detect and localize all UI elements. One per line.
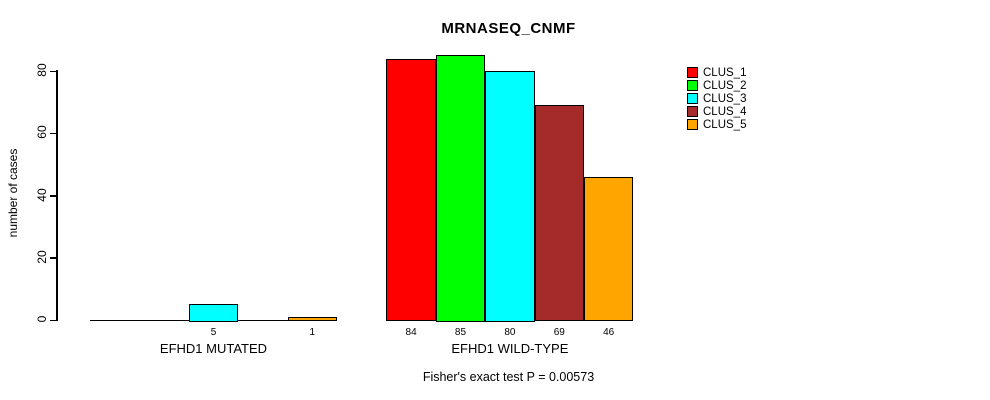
legend: CLUS_1 CLUS_2 CLUS_3 CLUS_4 CLUS_5 xyxy=(687,66,746,131)
legend-label: CLUS_4 xyxy=(703,105,747,118)
bar-clus_3 xyxy=(485,71,535,322)
y-tick-label: 60 xyxy=(35,125,49,139)
legend-swatch-clus_4 xyxy=(687,106,698,117)
bar-clus_2 xyxy=(435,55,486,322)
bar-value-label: 46 xyxy=(603,327,615,338)
y-tick-mark xyxy=(50,70,57,72)
y-tick-label: 40 xyxy=(35,187,49,202)
bar-clus_4 xyxy=(534,105,584,322)
y-tick-mark xyxy=(50,257,57,259)
bar-clus_3 xyxy=(188,304,239,322)
legend-swatch-clus_1 xyxy=(687,67,698,78)
bar-value-label: 69 xyxy=(553,327,565,338)
legend-label: CLUS_1 xyxy=(703,66,747,79)
legend-item: CLUS_5 xyxy=(687,118,746,131)
legend-item: CLUS_4 xyxy=(687,105,746,118)
chart-title: MRNASEQ_CNMF xyxy=(441,20,576,37)
legend-label: CLUS_3 xyxy=(703,92,747,105)
bar-value-label: 5 xyxy=(210,327,217,338)
legend-swatch-clus_5 xyxy=(687,119,698,130)
y-tick-label: 80 xyxy=(35,63,49,77)
y-tick-mark xyxy=(50,132,57,135)
y-tick-label: 0 xyxy=(35,315,49,323)
bar-clus_5 xyxy=(287,316,337,322)
bar-value-label: 85 xyxy=(454,327,467,338)
bar-value-label: 1 xyxy=(309,327,316,338)
bar-value-label: 80 xyxy=(504,327,516,338)
legend-swatch-clus_2 xyxy=(687,80,698,91)
bar-clus_5 xyxy=(584,176,634,322)
annotation-fisher-test: Fisher's exact test P = 0.00573 xyxy=(422,370,595,384)
legend-label: CLUS_2 xyxy=(703,79,747,92)
bar-value-label: 84 xyxy=(405,327,417,338)
legend-item: CLUS_1 xyxy=(687,66,746,79)
y-tick-label: 20 xyxy=(35,250,49,264)
legend-swatch-clus_3 xyxy=(687,93,698,104)
y-tick-mark xyxy=(50,319,57,321)
legend-item: CLUS_2 xyxy=(687,79,746,92)
x-group-label: EFHD1 WILD-TYPE xyxy=(451,341,569,356)
legend-item: CLUS_3 xyxy=(687,92,746,105)
y-axis-label: number of cases xyxy=(6,148,20,238)
bar-clus_1 xyxy=(386,58,436,322)
x-group-label: EFHD1 MUTATED xyxy=(159,341,268,356)
y-tick-mark xyxy=(50,195,57,197)
legend-label: CLUS_5 xyxy=(703,118,747,131)
